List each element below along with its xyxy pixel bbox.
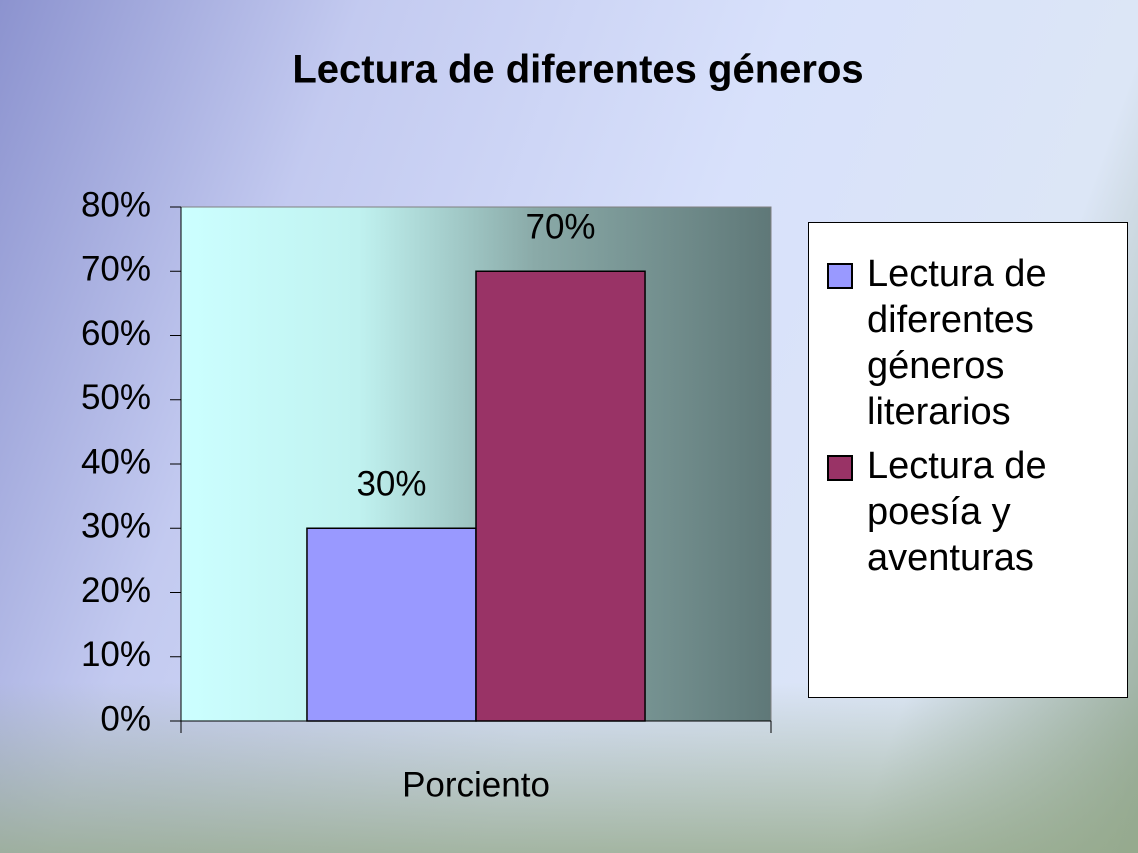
data-label: 30% [356,465,426,504]
y-tick-label: 0% [100,699,151,738]
x-tick-label: Porciento [402,765,550,804]
y-tick-label: 60% [81,314,151,353]
y-tick-label: 50% [81,378,151,417]
legend-entry: Lectura de diferentes géneros literarios [827,251,1117,435]
legend-label: Lectura de diferentes géneros literarios [867,253,1047,433]
y-tick-label: 40% [81,442,151,481]
y-tick-label: 30% [81,507,151,546]
legend-label: Lectura de poesía y aventuras [867,445,1047,579]
legend-entry: Lectura de poesía y aventuras [827,443,1117,581]
y-tick-label: 70% [81,250,151,289]
legend-swatch [827,455,853,481]
y-tick-label: 20% [81,571,151,610]
legend-swatch [827,263,853,289]
legend: Lectura de diferentes géneros literarios… [808,222,1128,698]
bar [475,270,646,722]
y-tick-label: 80% [81,185,151,224]
bar [306,527,477,722]
chart-title: Lectura de diferentes géneros [292,48,863,92]
data-label: 70% [525,208,595,247]
y-tick-label: 10% [81,635,151,674]
